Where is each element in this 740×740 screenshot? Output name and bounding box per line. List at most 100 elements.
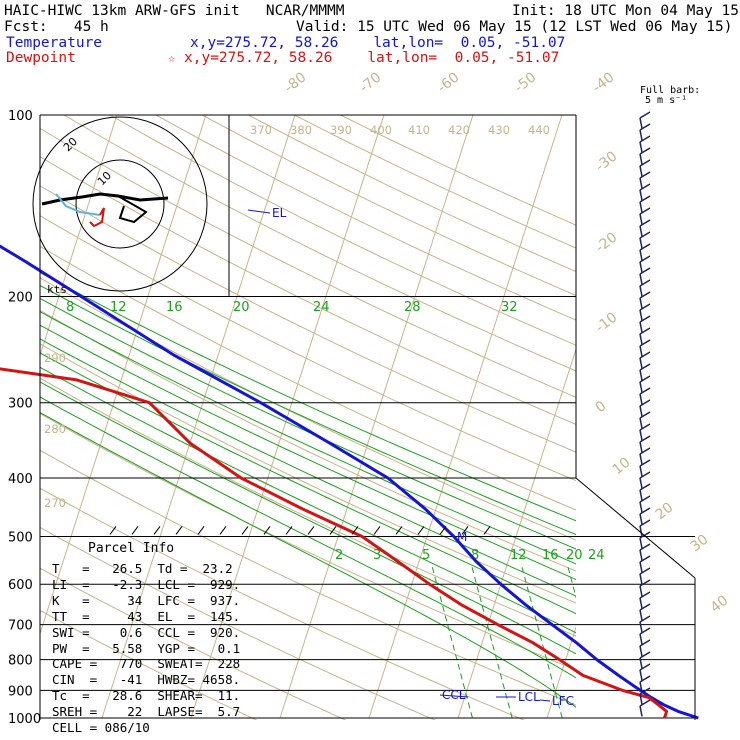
wind-barb	[639, 147, 651, 155]
hatch-mark	[351, 526, 359, 535]
hatch-mark	[175, 526, 183, 535]
mixing-ratio-label: 5	[422, 548, 430, 563]
parcel-info-row: T = 26.5 Td = 23.2	[52, 561, 233, 576]
wind-barb-staff	[639, 429, 643, 441]
forecast-hour: Fcst: 45 h	[4, 19, 109, 35]
wind-barb-staff	[639, 537, 643, 549]
wind-barb-staff	[639, 633, 643, 645]
dry-adiabat-label: 400	[370, 123, 392, 137]
moist-adiabat-line	[40, 338, 576, 597]
wind-barb-staff	[639, 525, 643, 537]
mixing-ratio-label: 12	[510, 548, 527, 563]
moist-adiabat-label: 24	[313, 300, 330, 315]
wind-barb-staff	[639, 237, 643, 249]
wind-barb-staff	[639, 393, 643, 405]
wind-barb-staff	[639, 321, 643, 333]
pressure-tick-label: 400	[8, 472, 33, 487]
mixing-ratio-label: 2	[335, 548, 343, 563]
dry-adiabat-label: 380	[290, 123, 312, 137]
wind-barb-staff	[639, 249, 643, 261]
hatch-mark	[395, 526, 403, 535]
wind-barb	[639, 195, 651, 203]
temperature-tick-label: -20	[593, 229, 621, 256]
wind-barb	[639, 399, 651, 407]
hodograph-ring-outer	[32, 116, 208, 292]
dry-adiabat-label: 290	[44, 351, 66, 365]
dry-adiabat-line	[40, 185, 576, 453]
wind-barb	[639, 363, 651, 371]
pressure-tick-label: 200	[8, 291, 33, 306]
dry-adiabat-line	[40, 277, 576, 541]
moist-adiabat-label: 8	[66, 300, 74, 315]
moist-adiabat-line	[40, 352, 576, 615]
temperature-tick-label: -80	[282, 69, 310, 96]
dry-adiabat-line	[40, 343, 576, 604]
parcel-info-row: TT = 43 EL = 145.	[52, 608, 241, 624]
pressure-tick-label: 100	[8, 109, 33, 124]
pressure-tick-label: 600	[8, 578, 33, 593]
wind-barb	[639, 627, 651, 635]
wind-barb-staff	[639, 705, 643, 717]
hatch-mark	[109, 526, 117, 535]
parcel-info-row: CELL = 086/10	[52, 720, 150, 735]
wind-barb	[639, 651, 651, 659]
moist-adiabat-line	[40, 411, 576, 708]
dry-adiabat-label: 430	[488, 123, 510, 137]
wind-barb-staff	[639, 501, 643, 513]
wind-barb	[639, 567, 651, 575]
wind-barb	[639, 603, 651, 611]
wind-barb-staff	[639, 513, 643, 525]
dry-adiabat-label: 370	[250, 123, 272, 137]
wind-barb	[639, 159, 651, 167]
parcel-info-row: K = 34 LFC = 937.	[52, 592, 241, 608]
hatch-mark	[439, 526, 447, 535]
wind-barb	[639, 459, 651, 467]
level-label: CCL	[442, 688, 466, 702]
pressure-tick-label: 900	[8, 684, 33, 699]
wind-barb	[639, 315, 651, 323]
moist-adiabat-label: 32	[501, 300, 518, 315]
temperature-tick-label: -70	[357, 69, 385, 96]
parcel-info-row: CIN = -41 HWBZ= 4658.	[52, 672, 241, 688]
wind-barb-staff	[639, 225, 643, 237]
level-label: LFC	[552, 694, 574, 708]
moist-adiabat-line	[40, 297, 576, 550]
parcel-info-row: CAPE = 770 SWEAT= 228	[52, 656, 241, 672]
wind-barb-staff	[639, 585, 643, 597]
wind-barb-staff	[639, 297, 643, 309]
dry-adiabat-label: 270	[44, 496, 66, 510]
hodograph-trace-surface	[89, 207, 105, 228]
wind-barb-staff	[639, 477, 643, 489]
wind-barb-staff	[639, 273, 643, 285]
dry-adiabat-line	[40, 449, 576, 706]
mixing-ratio-label: 20	[566, 548, 583, 563]
dry-adiabat-line	[155, 115, 576, 321]
frame-right-slant	[575, 477, 696, 579]
init-time: Init: 18 UTC Mon 04 May 15	[512, 3, 739, 19]
wind-barb-staff	[639, 573, 643, 585]
wind-barb	[639, 579, 651, 587]
mixing-ratio-label: 8	[471, 548, 479, 563]
wind-barb	[639, 555, 651, 563]
pressure-tick-label: 500	[8, 530, 33, 545]
wind-barb	[639, 495, 651, 503]
hatch-mark	[131, 526, 139, 535]
parcel-info-row: PW = 5.58 YGP = 0.1	[52, 640, 241, 656]
moist-adiabat-line	[40, 284, 576, 536]
wind-barb-staff	[639, 561, 643, 573]
level-leader-line	[539, 699, 551, 702]
hatch-mark	[417, 526, 425, 535]
wind-barb	[639, 675, 651, 683]
parcel-info-row: SWI = 0.6 CCL = 920.	[52, 624, 241, 640]
wind-barb	[639, 591, 651, 599]
moist-adiabat-line	[40, 311, 576, 565]
moist-adiabat-label: 20	[233, 300, 250, 315]
pressure-tick-label: 700	[8, 619, 33, 634]
wind-barb	[639, 183, 651, 191]
wind-barb-staff	[639, 441, 643, 453]
wind-barb	[639, 375, 651, 383]
mixing-ratio-line	[657, 566, 697, 718]
wind-barb-staff	[639, 285, 643, 297]
hatch-mark	[263, 526, 271, 535]
